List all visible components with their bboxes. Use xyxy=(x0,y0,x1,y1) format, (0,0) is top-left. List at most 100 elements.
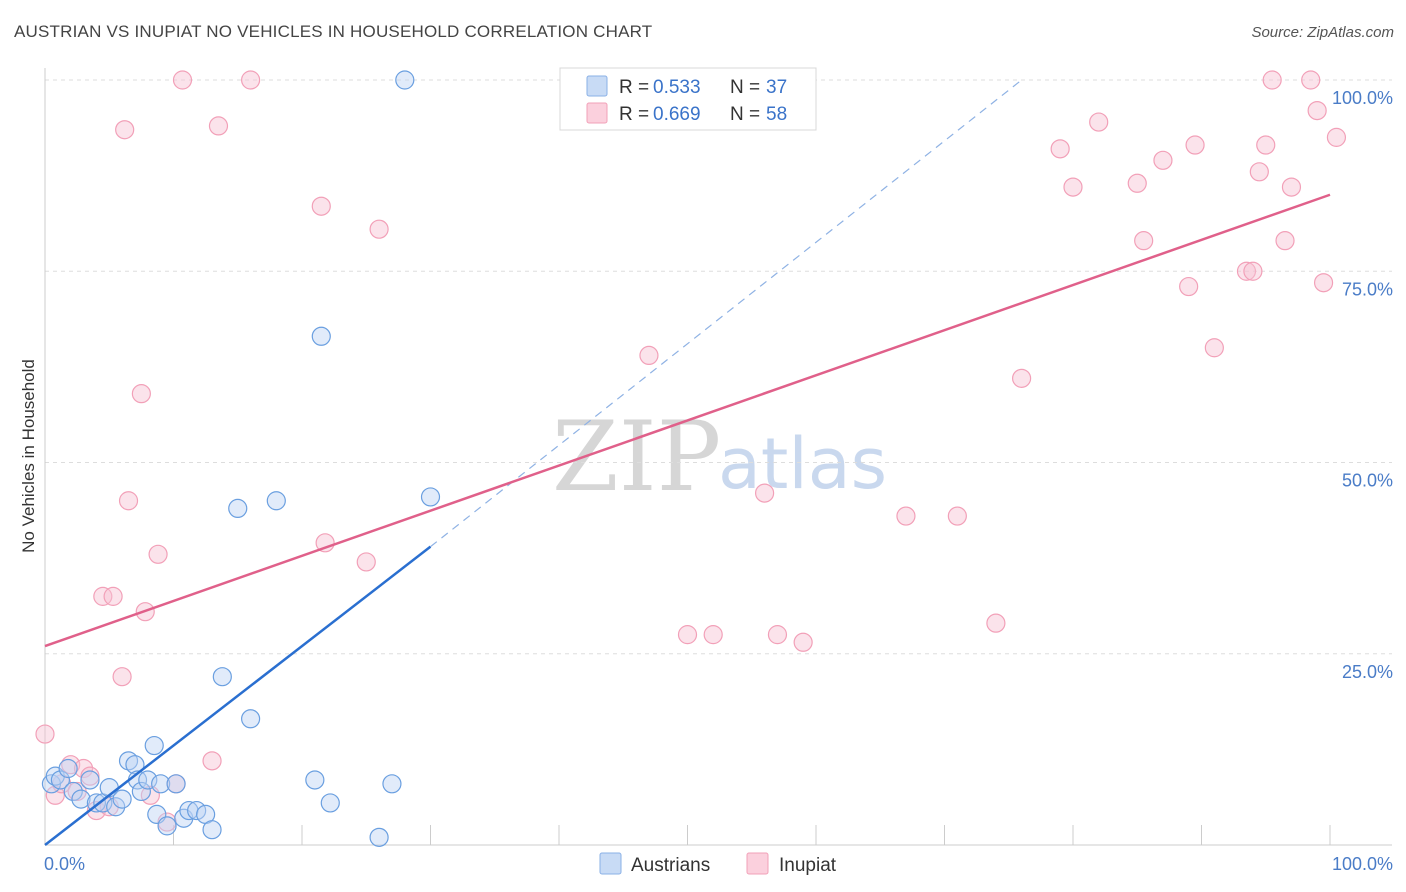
inupiat-point-51 xyxy=(1262,70,1282,90)
austrians-point-15 xyxy=(131,781,151,802)
austrians-point-37 xyxy=(420,487,441,507)
inupiat-point-21 xyxy=(202,751,222,771)
y-tick-label-100: 100.0% xyxy=(1332,88,1393,108)
legend-n-value-austrians: 37 xyxy=(766,77,787,98)
axes xyxy=(44,68,1392,846)
inupiat-point-43 xyxy=(1153,150,1173,170)
inupiat-point-12 xyxy=(115,120,135,140)
legend-n-label-inupiat: N = xyxy=(730,104,760,125)
inupiat-point-44 xyxy=(1179,276,1199,297)
austrians-point-34 xyxy=(369,827,389,847)
austrians-point-13 xyxy=(125,755,145,775)
austrians-point-10 xyxy=(106,797,126,817)
inupiat-point-56 xyxy=(1313,273,1334,293)
inupiat-point-0 xyxy=(35,724,55,744)
inupiat-point-53 xyxy=(1281,177,1302,197)
austrians-point-27 xyxy=(212,667,232,687)
y-tick-label-50: 50.0% xyxy=(1342,471,1393,491)
inupiat-point-7 xyxy=(86,800,107,821)
inupiat-point-40 xyxy=(1089,112,1109,132)
inupiat-point-29 xyxy=(677,625,698,645)
x-tick-label-min: 0.0% xyxy=(44,854,85,874)
inupiat-point-20 xyxy=(172,70,193,90)
y-tick-label-25: 25.0% xyxy=(1342,662,1393,682)
inupiat-point-32 xyxy=(767,625,788,645)
legend-r-value-inupiat: 0.669 xyxy=(653,104,701,125)
legend-swatch-austrians xyxy=(586,75,608,97)
austrians-point-31 xyxy=(305,770,325,790)
chart-title: AUSTRIAN VS INUPIAT NO VEHICLES IN HOUSE… xyxy=(14,22,653,41)
y-axis-label: No Vehicles in Household xyxy=(19,359,38,553)
inupiat-point-39 xyxy=(1063,177,1083,197)
inupiat-point-52 xyxy=(1275,231,1295,251)
austrians-point-33 xyxy=(320,793,340,813)
inupiat-point-5 xyxy=(73,758,94,779)
inupiat-point-35 xyxy=(947,506,967,526)
austrians-point-6 xyxy=(80,770,100,790)
inupiat-trend-line xyxy=(44,193,1331,648)
inupiat-point-42 xyxy=(1134,231,1154,251)
inupiat-point-23 xyxy=(241,70,261,90)
austrians-point-17 xyxy=(144,735,164,756)
y-tick-label-75: 75.0% xyxy=(1342,279,1393,299)
legend-n-value-inupiat: 58 xyxy=(766,104,787,125)
austrians-point-5 xyxy=(71,789,91,809)
austrians-point-2 xyxy=(50,770,71,790)
bottom-legend-austrians: Austrians xyxy=(631,855,710,876)
inupiat-point-27 xyxy=(369,219,389,239)
inupiat-point-1 xyxy=(45,785,65,805)
austrians-point-30 xyxy=(266,491,286,511)
inupiat-point-55 xyxy=(1307,100,1327,121)
legend-r-value-austrians: 0.533 xyxy=(653,77,701,98)
austrians-point-26 xyxy=(202,820,222,840)
inupiat-point-11 xyxy=(112,667,132,687)
inupiat-point-13 xyxy=(118,491,139,511)
austrians-point-36 xyxy=(395,70,415,90)
inupiat-point-22 xyxy=(208,116,229,136)
top-legend: R = 0.533 N = 37 R = 0.669 N = 58 xyxy=(559,67,817,131)
inupiat-point-57 xyxy=(1326,127,1347,147)
inupiat-point-50 xyxy=(1256,135,1276,155)
inupiat-point-49 xyxy=(1249,162,1269,182)
austrians-trend-line xyxy=(44,545,432,846)
inupiat-point-37 xyxy=(1011,368,1032,388)
inupiat-point-34 xyxy=(896,506,916,526)
legend-swatch-inupiat xyxy=(586,102,608,124)
x-ticks xyxy=(173,825,1331,845)
austrians-point-11 xyxy=(112,789,132,809)
austrians-point-3 xyxy=(58,758,78,779)
austrians-point-20 xyxy=(157,816,177,836)
inupiat-point-14 xyxy=(131,384,151,404)
source-label: Source: ZipAtlas.com xyxy=(1251,24,1394,41)
inupiat-point-24 xyxy=(311,196,331,216)
gridlines xyxy=(45,79,1392,655)
austrians-point-35 xyxy=(382,774,402,794)
inupiat-point-38 xyxy=(1050,139,1070,159)
bottom-legend: Austrians Inupiat xyxy=(599,852,837,876)
austrians-point-4 xyxy=(63,781,83,802)
austrians-point-19 xyxy=(151,774,171,794)
inupiat-point-47 xyxy=(1236,261,1257,281)
trend-lines xyxy=(44,79,1331,846)
bottom-legend-swatch-austrians xyxy=(599,852,622,875)
inupiat-point-26 xyxy=(356,552,376,572)
legend-r-label-austrians: R = xyxy=(619,77,649,98)
inupiat-point-36 xyxy=(986,613,1006,633)
inupiat-point-17 xyxy=(148,544,168,564)
x-tick-label-max: 100.0% xyxy=(1332,854,1393,874)
bottom-legend-swatch-inupiat xyxy=(746,852,769,875)
legend-r-label-inupiat: R = xyxy=(619,104,649,125)
austrians-point-29 xyxy=(241,709,261,729)
austrians-point-32 xyxy=(311,326,331,346)
austrians-points xyxy=(41,70,441,847)
austrians-point-21 xyxy=(166,774,186,794)
inupiat-point-48 xyxy=(1243,261,1263,281)
austrians-point-28 xyxy=(228,498,248,518)
inupiat-point-54 xyxy=(1301,70,1321,90)
legend-n-label-austrians: N = xyxy=(730,77,760,98)
watermark-atlas: atlas xyxy=(718,423,887,505)
inupiat-points xyxy=(35,70,1347,832)
inupiat-point-41 xyxy=(1127,173,1147,193)
bottom-legend-inupiat: Inupiat xyxy=(779,855,837,876)
